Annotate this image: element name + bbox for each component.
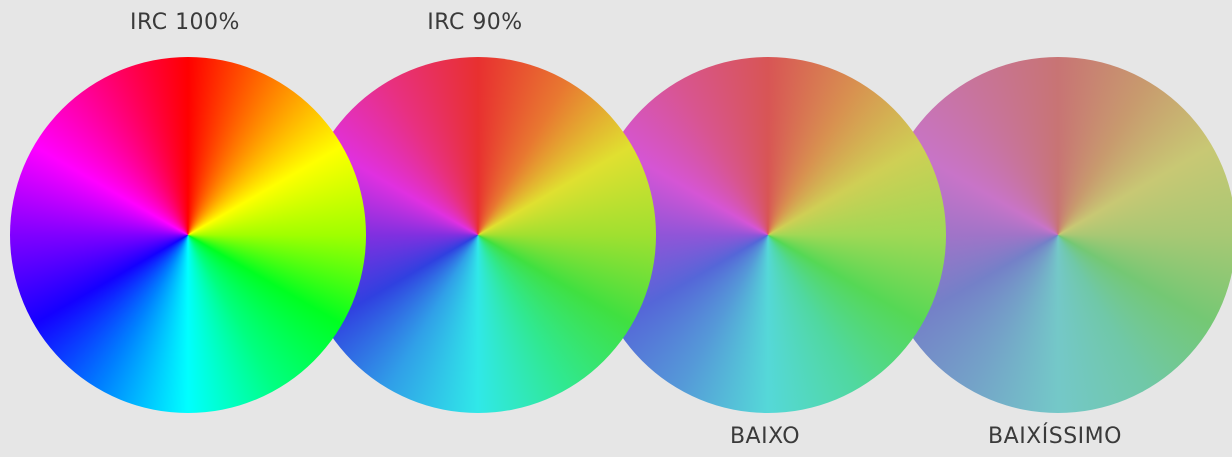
label-baixissimo: BAIXÍSSIMO bbox=[988, 424, 1122, 449]
color-wheel-irc-100 bbox=[10, 57, 366, 413]
label-baixo: BAIXO bbox=[729, 424, 801, 449]
label-irc-90: IRC 90% bbox=[427, 10, 523, 35]
label-irc-100: IRC 100% bbox=[130, 10, 240, 35]
